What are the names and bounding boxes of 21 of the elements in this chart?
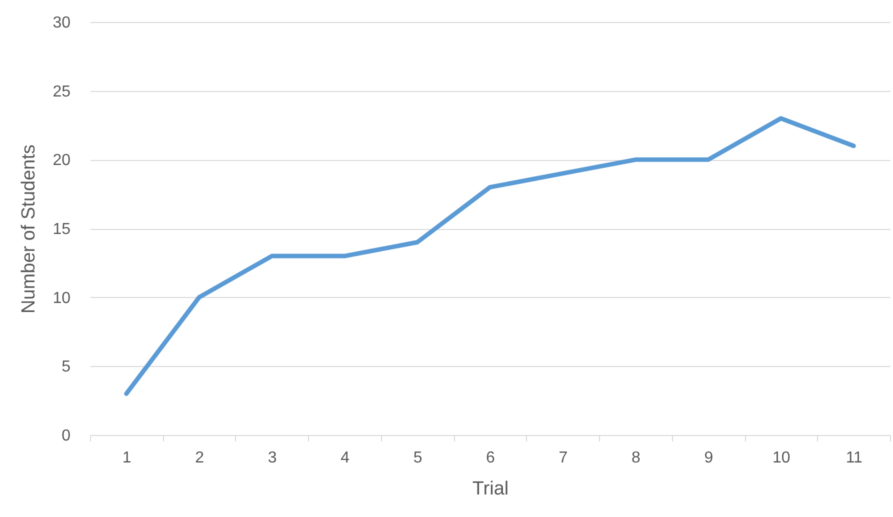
x-tick-label: 3 <box>268 450 277 466</box>
y-tick-label: 10 <box>52 290 71 307</box>
y-tick-label: 30 <box>52 14 71 32</box>
x-axis-title: Trial <box>472 478 509 500</box>
x-tick-label: 9 <box>704 450 714 466</box>
x-tick-label: 1 <box>122 450 132 466</box>
y-tick-label: 0 <box>62 428 71 444</box>
x-tick-label: 6 <box>486 450 496 466</box>
x-tick-label: 4 <box>340 450 350 466</box>
y-tick-label: 15 <box>52 221 71 238</box>
y-tick-label: 25 <box>52 83 71 100</box>
x-tick-label: 10 <box>772 450 790 466</box>
x-tick-label: 7 <box>558 450 568 466</box>
x-tick-label: 2 <box>195 450 204 466</box>
y-tick-label: 20 <box>52 152 71 170</box>
x-tick-label: 8 <box>632 450 640 466</box>
y-axis-title: Number of Students <box>18 144 40 314</box>
x-tick-label: 5 <box>413 450 422 466</box>
line-series <box>124 116 856 396</box>
x-tick-label: 11 <box>846 450 863 466</box>
y-tick-label: 5 <box>62 358 71 376</box>
